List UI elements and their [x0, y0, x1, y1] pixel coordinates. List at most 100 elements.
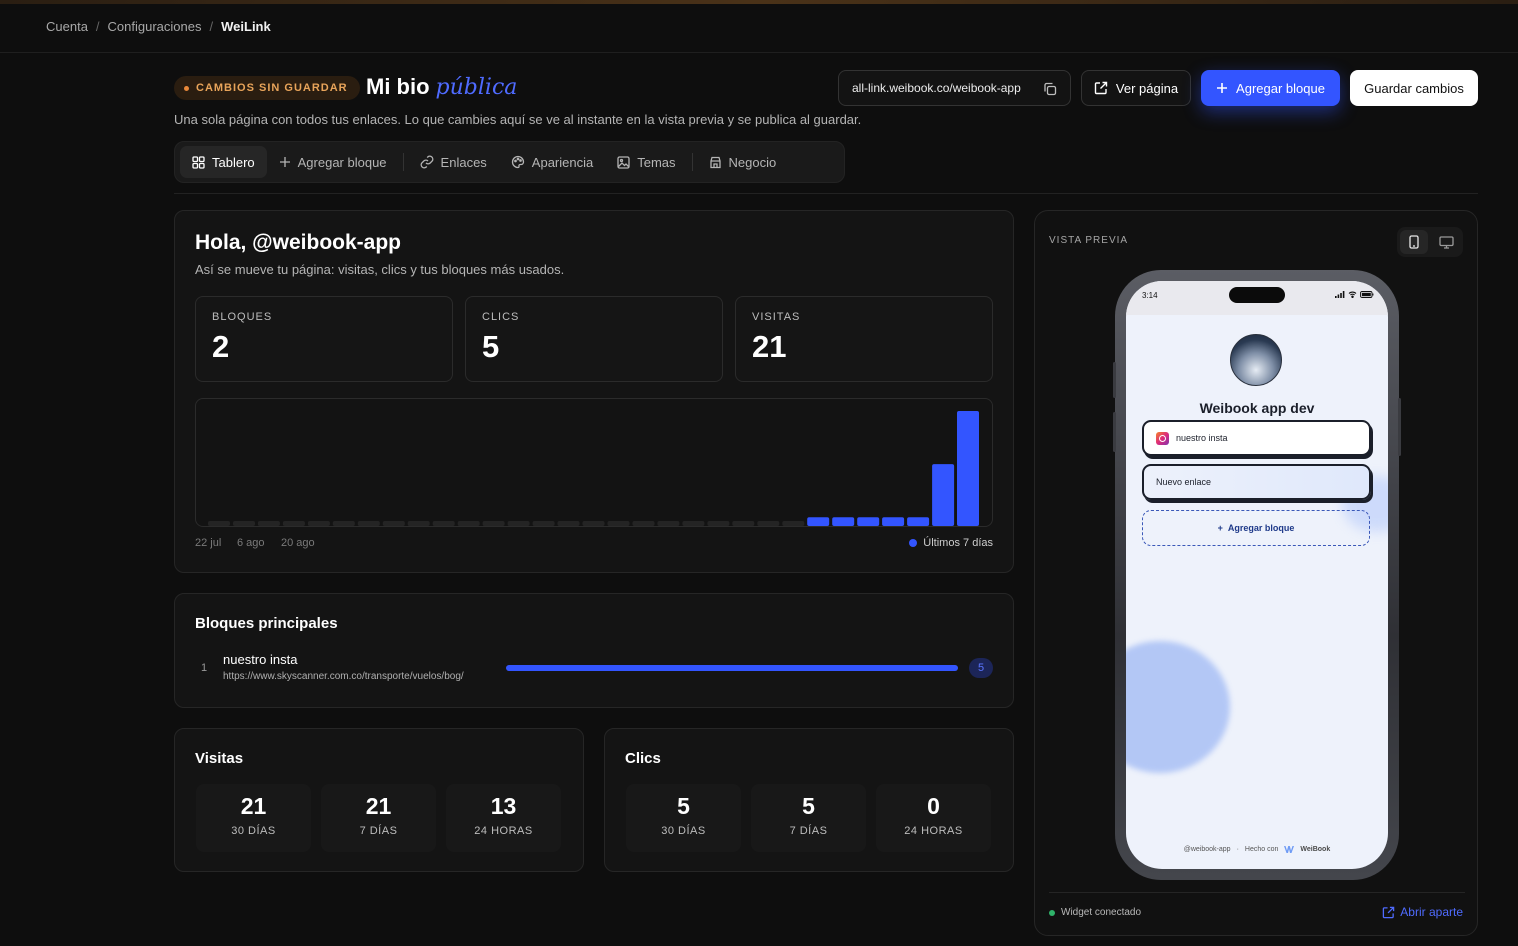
- breadcrumb-current: WeiLink: [221, 19, 271, 34]
- tab-label: Negocio: [728, 154, 777, 170]
- phone-screen: 3:14 Weibook app dev nuestro insta Nuevo…: [1126, 281, 1388, 869]
- page-subtitle: Una sola página con todos tus enlaces. L…: [174, 112, 862, 127]
- mobile-view-button[interactable]: [1400, 230, 1428, 254]
- preview-link-instagram[interactable]: nuestro insta: [1142, 420, 1371, 456]
- chart-bar: [957, 411, 979, 526]
- clicks-30d: 5 30 DÍAS: [626, 784, 741, 852]
- row-share-fill: [506, 665, 958, 671]
- tab-tablero[interactable]: Tablero: [180, 146, 267, 178]
- phone-side-button: [1113, 412, 1116, 452]
- instagram-icon: [1156, 431, 1169, 445]
- metric-value: 5: [802, 793, 815, 819]
- visits-chart: [195, 398, 993, 527]
- image-icon: [617, 155, 630, 169]
- footer-made: Hecho con: [1244, 846, 1279, 853]
- widget-status: Widget conectado: [1049, 907, 1141, 918]
- metric-label: 7 DÍAS: [359, 825, 398, 837]
- battery-icon: [1360, 291, 1374, 298]
- profile-avatar: [1230, 334, 1282, 386]
- preview-link-nuevo[interactable]: Nuevo enlace: [1142, 464, 1371, 500]
- preview-add-block-button[interactable]: + Agregar bloque: [1142, 510, 1370, 546]
- metric-value: 21: [365, 793, 392, 819]
- metric-value: 0: [927, 793, 940, 819]
- chart-bar: [682, 521, 705, 526]
- tab-label: Temas: [637, 154, 676, 170]
- top-blocks-title: Bloques principales: [195, 615, 338, 632]
- chart-legend: Últimos 7 días: [909, 537, 993, 549]
- weibook-logo-icon: [1284, 846, 1295, 853]
- metric-value: 5: [677, 793, 690, 819]
- preview-panel: VISTA PREVIA 3:14 Weibook a: [1034, 210, 1478, 936]
- device-toggle: [1397, 227, 1463, 257]
- preview-link-label: nuestro insta: [1176, 433, 1228, 443]
- add-block-button[interactable]: Agregar bloque: [1201, 70, 1340, 106]
- clicks-card: Clics 5 30 DÍAS 5 7 DÍAS 0 24 HORAS: [604, 728, 1014, 872]
- tab-enlaces[interactable]: Enlaces: [408, 146, 499, 178]
- tab-negocio[interactable]: Negocio: [697, 146, 789, 178]
- save-changes-button[interactable]: Guardar cambios: [1350, 70, 1478, 106]
- tab-label: Agregar bloque: [297, 154, 387, 170]
- tab-label: Tablero: [212, 154, 255, 170]
- open-separate-label: Abrir aparte: [1400, 905, 1463, 919]
- breadcrumb-separator: /: [95, 19, 100, 34]
- metric-value: 21: [240, 793, 267, 819]
- stat-value: 21: [752, 329, 787, 364]
- chart-bar: [632, 521, 655, 526]
- public-url-text: all-link.weibook.co/weibook-app: [852, 81, 1021, 95]
- preview-label: VISTA PREVIA: [1049, 235, 1129, 246]
- metric-label: 30 DÍAS: [231, 825, 276, 837]
- phone-side-button: [1398, 398, 1401, 456]
- breadcrumb-item-cuenta[interactable]: Cuenta: [46, 19, 88, 34]
- chart-bar: [857, 517, 880, 526]
- visits-7d: 21 7 DÍAS: [321, 784, 436, 852]
- chart-bar: [507, 521, 530, 526]
- tab-label: Enlaces: [440, 154, 487, 170]
- section-tabs: Tablero Agregar bloque Enlaces Aparienci…: [174, 141, 845, 183]
- desktop-view-button[interactable]: [1432, 230, 1460, 254]
- breadcrumb-item-configuraciones[interactable]: Configuraciones: [107, 19, 202, 34]
- chart-bar: [382, 521, 405, 526]
- view-page-button[interactable]: Ver página: [1081, 70, 1191, 106]
- visits-24h: 13 24 HORAS: [446, 784, 561, 852]
- chart-bar: [882, 517, 905, 526]
- external-link-icon: [1094, 81, 1108, 95]
- chart-bar: [208, 521, 230, 526]
- chart-bar: [357, 521, 380, 526]
- phone-time: 3:14: [1142, 291, 1158, 300]
- greeting-subtitle: Así se mueve tu página: visitas, clics y…: [195, 262, 565, 277]
- status-icons: [1335, 291, 1374, 298]
- tab-temas[interactable]: Temas: [605, 146, 687, 178]
- plus-icon: [279, 157, 290, 167]
- row-count-badge: 5: [969, 658, 993, 678]
- clicks-7d: 5 7 DÍAS: [751, 784, 866, 852]
- chart-bar: [457, 521, 480, 526]
- page-header: CAMBIOS SIN GUARDAR Mi bio pública all-l…: [174, 70, 1478, 106]
- chart-bar: [807, 517, 830, 526]
- legend-label: Últimos 7 días: [923, 537, 993, 549]
- row-rank: 1: [201, 662, 208, 674]
- tab-apariencia[interactable]: Apariencia: [499, 146, 605, 178]
- tab-agregar-bloque[interactable]: Agregar bloque: [267, 146, 399, 178]
- x-tick-label: 6 ago: [237, 537, 265, 549]
- store-icon: [709, 156, 721, 168]
- footer-handle: @weibook-app: [1183, 846, 1231, 853]
- open-separate-link[interactable]: Abrir aparte: [1382, 905, 1463, 919]
- phone-status-bar: 3:14: [1126, 281, 1388, 315]
- copy-icon[interactable]: [1043, 82, 1057, 96]
- chart-bar: [782, 521, 805, 526]
- x-tick-label: 22 jul: [195, 537, 222, 549]
- visits-title: Visitas: [195, 750, 244, 767]
- page-title-main: Mi bio: [366, 74, 430, 99]
- stat-label: BLOQUES: [212, 311, 273, 323]
- breadcrumb: Cuenta / Configuraciones / WeiLink: [46, 19, 271, 34]
- top-divider: [0, 52, 1518, 53]
- chart-bar: [707, 521, 730, 526]
- stat-bloques: BLOQUES 2: [195, 296, 453, 382]
- dashboard-card: Hola, @weibook-app Así se mueve tu págin…: [174, 210, 1014, 573]
- chart-bar: [907, 517, 930, 526]
- visits-chart-svg: [208, 411, 979, 526]
- save-changes-label: Guardar cambios: [1364, 80, 1464, 96]
- public-url-field[interactable]: all-link.weibook.co/weibook-app: [838, 70, 1071, 106]
- link-icon: [420, 155, 433, 169]
- profile-name: Weibook app dev: [1199, 400, 1315, 416]
